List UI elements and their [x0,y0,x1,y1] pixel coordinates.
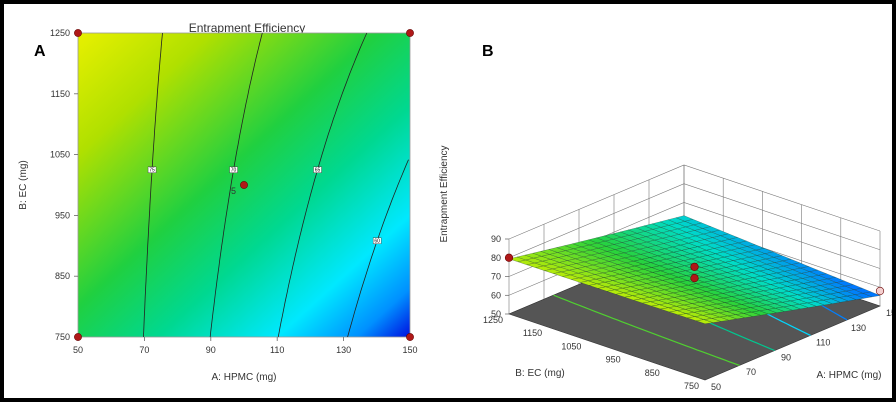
surface-x-tick-label: 110 [816,338,830,348]
surface-y-tick-label: 950 [606,355,621,365]
design-point [240,181,248,189]
contour-line [143,32,163,338]
wall-grid-line [508,183,881,259]
contour-y-tick-label: 1050 [50,150,70,160]
surface-design-point [875,286,885,296]
contour-y-ticks: 750 850 950 1050 1150 1250 [50,28,78,342]
contour-label: 75 [147,166,157,174]
contour-label-text: 65 [315,168,321,174]
contour-line [209,32,263,338]
contour-x-ticks: 50 70 90 110 130 150 [73,337,418,355]
surface-x-axis-label: A: HPMC (mg) [817,370,882,381]
contour-x-tick-label: 150 [402,345,417,355]
surface-y-tick-label: 1150 [523,328,542,338]
floor-contour-line [553,294,740,366]
contour-y-tick-label: 1150 [51,89,70,99]
contour-x-axis-label: A: HPMC (mg) [212,372,277,383]
contour-y-tick-label: 1250 [50,28,70,38]
surface-design-point [690,262,699,271]
figure: A Entrapment Efficiency 75 70 65 60 50 70 90 1… [4,4,892,398]
surface-y-tick-label: 1050 [561,341,581,351]
surface-y-axis-label: B: EC (mg) [515,368,564,379]
contour-label-text: 70 [231,168,237,174]
contour-frame [77,32,411,338]
surface-x-tick-label: 130 [851,323,866,333]
center-point-replicate-label: 5 [231,186,236,196]
contour-label-box [229,166,238,174]
surface-y-tick-label: 1250 [483,315,503,325]
surface-x-tick-label: 90 [781,352,791,362]
contour-label: 70 [229,166,238,174]
contour-label-box [372,237,382,244]
contour-x-tick-label: 130 [336,345,351,355]
z-tick-label: 90 [491,234,501,244]
surface-y-tick-label: 750 [684,381,699,391]
z-tick-label: 60 [491,290,501,300]
surface-facet [862,291,881,298]
response-surface [508,215,881,324]
panel-b: B 50607080907508509501050115012505070901… [439,43,892,392]
panel-a-label: A [34,43,46,60]
z-tick-label: 50 [491,309,501,319]
contour-label-box [147,166,157,174]
contour-x-tick-label: 70 [139,345,149,355]
design-point [406,29,414,37]
z-tick-label: 80 [491,253,501,263]
wall-grid-line [508,164,881,240]
design-point [406,333,414,341]
design-point [74,333,82,341]
contour-labels: 75 70 65 60 [147,166,382,245]
contour-label-text: 75 [149,168,155,174]
contour-label-box [313,166,322,174]
contour-line [277,32,368,338]
surface-x-tick-label: 150 [886,308,892,318]
contour-lines [143,32,409,338]
chart-svg: A Entrapment Efficiency 75 70 65 60 50 70 90 1… [18,21,892,392]
surface-y-tick-label: 850 [645,368,660,378]
contour-y-axis-label: B: EC (mg) [18,160,29,209]
contour-design-points [74,29,414,341]
surface-z-axis-label: Entrapment Efficiency [439,145,450,242]
design-point [74,29,82,37]
surface-design-point [690,274,699,283]
surface-design-point [504,253,514,262]
z-tick-label: 70 [491,272,501,282]
panel-a: A Entrapment Efficiency 75 70 65 60 50 70 90 1… [18,21,418,383]
contour-x-tick-label: 110 [270,345,284,355]
contour-line [347,159,409,338]
contour-title: Entrapment Efficiency [189,21,306,35]
surface-x-tick-label: 70 [746,367,756,377]
contour-x-tick-label: 90 [206,345,216,355]
contour-y-tick-label: 950 [55,210,70,220]
contour-y-tick-label: 750 [55,332,70,342]
contour-label-text: 60 [374,239,380,245]
contour-y-tick-label: 850 [55,271,70,281]
surface-ticks: 5060708090750850950105011501250507090110… [483,234,892,392]
contour-label: 60 [372,237,382,245]
contour-x-tick-label: 50 [73,345,83,355]
contour-label: 65 [313,166,322,174]
surface-design-points [504,253,885,296]
surface-x-tick-label: 50 [711,382,721,392]
panel-b-label: B [482,43,494,60]
